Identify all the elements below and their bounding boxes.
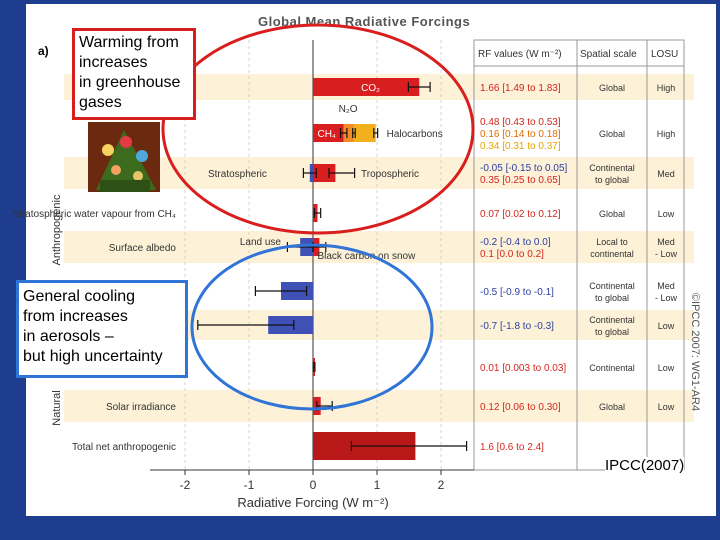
spatial-scale: Global <box>599 83 625 93</box>
bar-label: Tropospheric <box>361 169 419 180</box>
spatial-scale: continental <box>590 249 634 259</box>
spatial-scale: Local to <box>596 237 628 247</box>
x-tick-label: -1 <box>244 478 255 492</box>
christmas-lights-photo <box>88 122 160 192</box>
rf-value: -0.5 [-0.9 to -0.1] <box>480 287 554 298</box>
x-tick-label: 1 <box>374 478 381 492</box>
spatial-scale: Continental <box>589 363 635 373</box>
cooling-callout-line: in aerosols – <box>23 328 114 345</box>
spatial-scale: Global <box>599 129 625 139</box>
row-label: Stratospheric <box>208 169 267 180</box>
row-label: Stratospheric water vapour from CH₄ <box>12 209 176 220</box>
rf-value: 0.48 [0.43 to 0.53] <box>480 117 561 128</box>
group-label-anthropogenic: Anthropogenic <box>51 194 63 265</box>
x-tick-label: 2 <box>438 478 445 492</box>
rf-value: 0.12 [0.06 to 0.30] <box>480 402 561 413</box>
spatial-scale: to global <box>595 293 629 303</box>
bar-label: CO₂ <box>361 83 380 94</box>
row-band <box>64 157 694 189</box>
spatial-scale: Continental <box>589 281 635 291</box>
source-credit: IPCC(2007) <box>605 457 685 474</box>
cooling-highlight-circle <box>190 243 434 411</box>
warming-callout-line: Warming from <box>79 34 179 51</box>
warming-highlight-circle <box>161 23 475 235</box>
losu-value: - Low <box>655 249 678 259</box>
spatial-scale: Continental <box>589 315 635 325</box>
x-tick-label: 0 <box>310 478 317 492</box>
table-frame <box>473 39 685 471</box>
rf-value: 1.6 [0.6 to 2.4] <box>480 442 544 453</box>
x-tick-label: -2 <box>180 478 191 492</box>
forcing-bar <box>343 124 354 142</box>
rf-value: 0.01 [0.003 to 0.03] <box>480 363 566 374</box>
rf-value: -0.05 [-0.15 to 0.05] <box>480 163 568 174</box>
bar-label: N₂O <box>339 104 358 115</box>
losu-value: Low <box>658 209 675 219</box>
forcing-bar <box>313 124 344 142</box>
row-label: Total net anthropogenic <box>72 442 176 453</box>
losu-value: Med <box>657 237 675 247</box>
table-header: LOSU <box>651 49 678 60</box>
rf-value: 0.35 [0.25 to 0.65] <box>480 175 561 186</box>
rf-value: -0.7 [-1.8 to -0.3] <box>480 321 554 332</box>
rf-value: -0.2 [-0.4 to 0.0] <box>480 237 551 248</box>
x-axis-title: Radiative Forcing (W m⁻²) <box>237 495 388 510</box>
bar-label: Land use <box>240 237 282 248</box>
panel-label: a) <box>38 44 49 58</box>
losu-value: High <box>657 129 676 139</box>
rf-value: 0.1 [0.0 to 0.2] <box>480 249 544 260</box>
group-label-natural: Natural <box>51 390 63 425</box>
rf-value: 0.07 [0.02 to 0.12] <box>480 209 561 220</box>
cooling-callout-line: General cooling <box>23 288 136 305</box>
rf-value: 0.34 [0.31 to 0.37] <box>480 141 561 152</box>
forcing-bar <box>353 124 376 142</box>
cooling-callout: General cooling from increases in aeroso… <box>16 280 188 378</box>
bar-label: Black carbon on snow <box>317 251 416 262</box>
warming-callout-line: gases <box>79 94 122 111</box>
cooling-callout-line: from increases <box>23 308 128 325</box>
forcing-bar <box>313 78 420 96</box>
bar-label: CH₄ <box>317 129 336 140</box>
row-label: Solar irradiance <box>106 402 176 413</box>
spatial-scale: to global <box>595 327 629 337</box>
losu-value: Med <box>657 281 675 291</box>
bar-label: Halocarbons <box>387 129 443 140</box>
losu-value: Med <box>657 169 675 179</box>
spatial-scale: Global <box>599 402 625 412</box>
forcing-bar <box>313 164 336 182</box>
watermark: ©IPCC 2007: WG1-AR4 <box>689 293 701 411</box>
rf-value: 0.16 [0.14 to 0.18] <box>480 129 561 140</box>
warming-callout-line: increases <box>79 54 148 71</box>
losu-value: High <box>657 83 676 93</box>
spatial-scale: Global <box>599 209 625 219</box>
row-label: Surface albedo <box>109 243 177 254</box>
table-header: RF values (W m⁻²) <box>478 49 562 60</box>
cooling-callout-line: but high uncertainty <box>23 348 163 365</box>
spatial-scale: to global <box>595 175 629 185</box>
losu-value: Low <box>658 402 675 412</box>
rf-value: 1.66 [1.49 to 1.83] <box>480 83 561 94</box>
table-header: Spatial scale <box>580 49 637 60</box>
warming-callout: Warming from increases in greenhouse gas… <box>72 28 196 120</box>
spatial-scale: Continental <box>589 163 635 173</box>
losu-value: Low <box>658 363 675 373</box>
warming-callout-line: in greenhouse <box>79 74 181 91</box>
losu-value: - Low <box>655 293 678 303</box>
losu-value: Low <box>658 321 675 331</box>
